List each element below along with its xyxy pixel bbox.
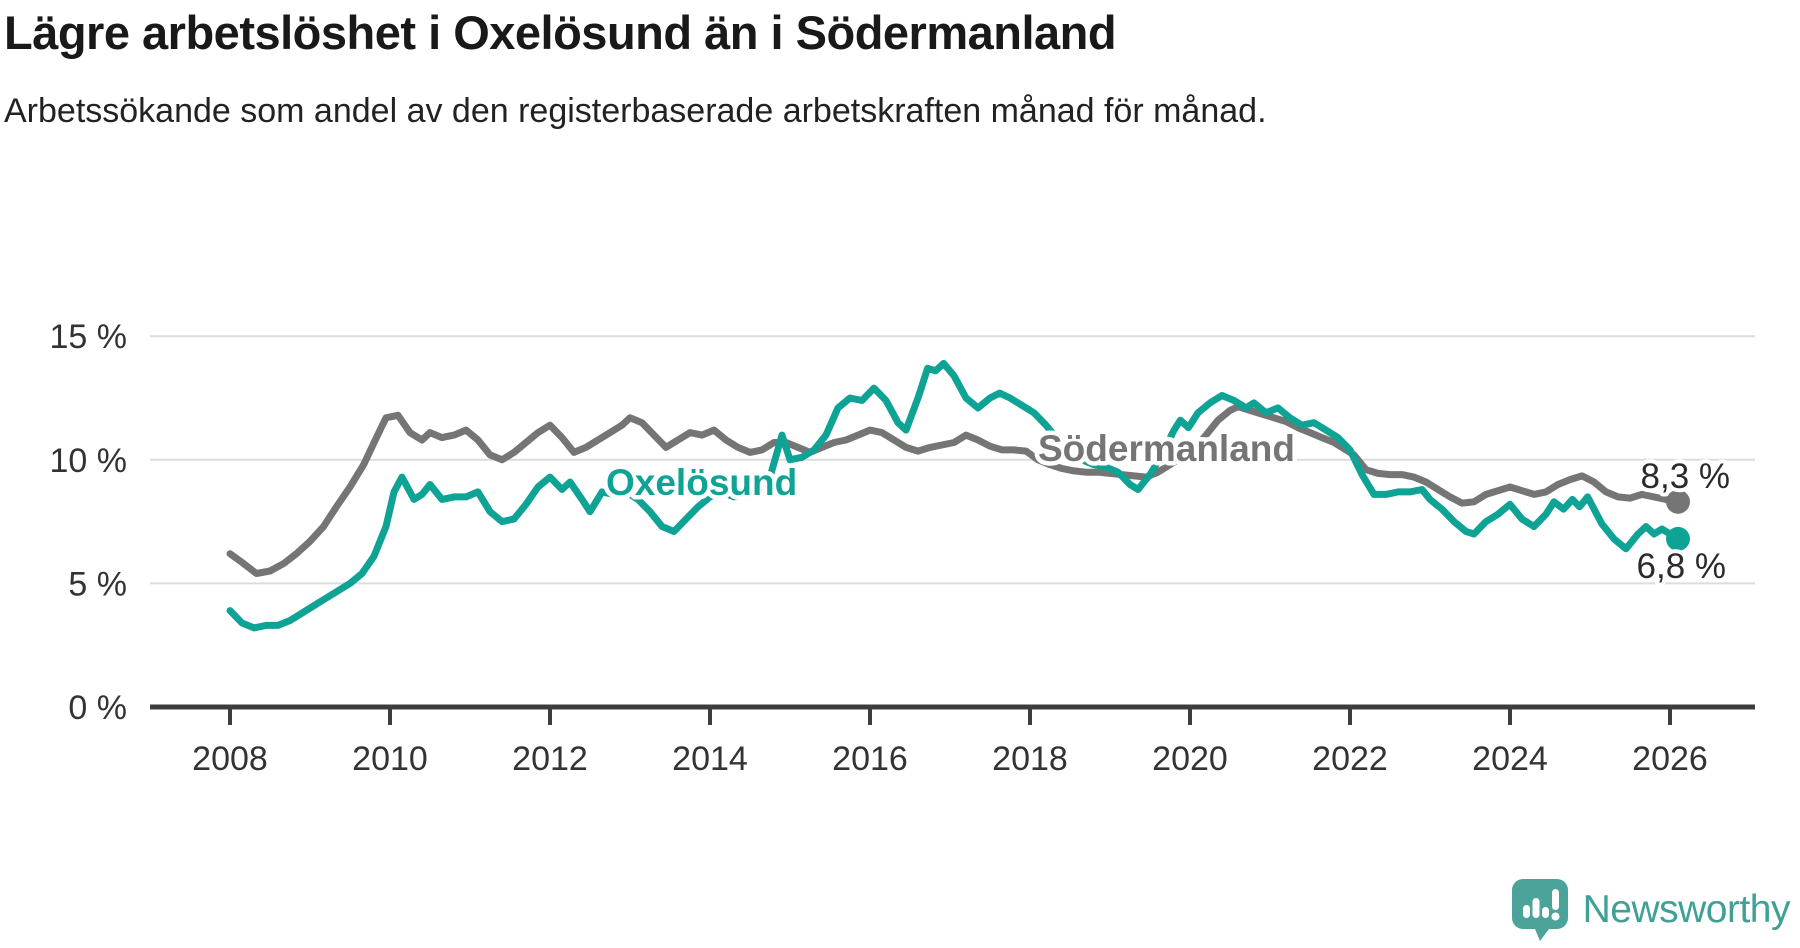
x-tick-label: 2020 [1152, 740, 1228, 778]
y-tick-label: 15 % [50, 318, 128, 356]
x-tick-label: 2024 [1472, 740, 1548, 778]
series-line-s-dermanland [226, 403, 1682, 577]
newsworthy-logo: Newsworthy [1511, 878, 1791, 942]
x-tick-label: 2016 [832, 740, 908, 778]
chart-subtitle: Arbetssökande som andel av den registerb… [4, 92, 1267, 131]
series-name-label-s-dermanland: Södermanland [1038, 428, 1295, 469]
newsworthy-logo-text: Newsworthy [1582, 888, 1791, 931]
y-tick-label: 5 % [68, 565, 127, 603]
series-name-label-oxel-sund: Oxelösund [606, 462, 797, 503]
series-line-oxel-sund [226, 359, 1682, 632]
series-end-dot-s-dermanland [1666, 489, 1690, 514]
x-tick-label: 2018 [992, 740, 1068, 778]
x-tick-label: 2010 [352, 740, 428, 778]
series-end-dot-oxel-sund [1666, 526, 1690, 551]
x-tick-label: 2014 [672, 740, 748, 778]
y-tick-label: 10 % [50, 442, 128, 480]
x-tick-label: 2012 [512, 740, 588, 778]
x-tick-label: 2022 [1312, 740, 1388, 778]
newsworthy-bubble-chart-icon [1511, 879, 1568, 941]
x-tick-label: 2026 [1632, 740, 1708, 778]
chart-title: Lägre arbetslöshet i Oxelösund än i Söde… [4, 6, 1117, 59]
chart-header: Lägre arbetslöshet i Oxelösund än i Söde… [4, 0, 1764, 136]
y-tick-label: 0 % [68, 689, 127, 727]
series-end-value-label-s-dermanland: 8,3 % [1641, 457, 1731, 496]
x-tick-label: 2008 [192, 740, 268, 778]
series-end-value-label-oxel-sund: 6,8 % [1637, 547, 1727, 586]
